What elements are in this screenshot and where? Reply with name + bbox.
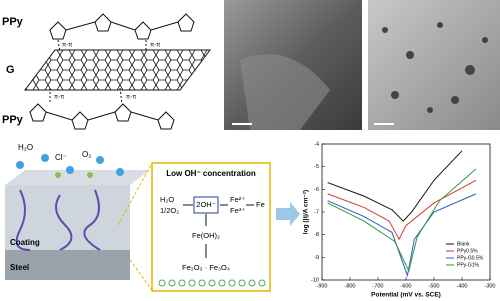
y-tick-label: -4 <box>314 141 319 147</box>
label: 2OH⁻ <box>196 200 215 209</box>
steel <box>5 250 130 280</box>
label: π-π <box>150 43 160 49</box>
x-tick-label: -400 <box>456 283 467 289</box>
structure <box>24 13 211 130</box>
legend-label: Blank <box>457 241 470 247</box>
connector <box>129 259 153 291</box>
label: Fe(OH)₂ <box>192 231 220 240</box>
label: π-π <box>126 95 136 101</box>
reaction-box <box>151 162 271 292</box>
label: PPy <box>2 114 24 126</box>
label: π-π <box>62 43 72 49</box>
y-tick-label: -6 <box>314 187 319 193</box>
coating-top <box>5 170 150 185</box>
y-axis-label: log (|i|/A cm⁻²) <box>303 190 310 234</box>
plot-frame <box>321 143 491 281</box>
legend-label: PPy-G1% <box>457 262 480 268</box>
label: PPy <box>2 16 24 28</box>
label: H₂O <box>160 195 174 204</box>
water-drops <box>16 154 124 176</box>
x-tick-label: -500 <box>428 283 439 289</box>
oxide-layer <box>158 279 266 287</box>
label: Steel <box>10 263 29 272</box>
label: Fe₂O₃ · Fe₃O₄ <box>182 263 230 272</box>
y-tick-label: -10 <box>311 277 319 283</box>
sem-feature <box>240 54 330 130</box>
label: H₂O <box>18 143 33 152</box>
tem-image <box>368 0 500 130</box>
y-tick-label: -9 <box>314 255 319 261</box>
label: π-π <box>54 95 64 101</box>
arrow <box>276 202 300 226</box>
label: Coating <box>10 238 40 247</box>
x-axis-label: Potential (mV vs. SCE) <box>371 292 441 299</box>
label: G <box>6 64 15 76</box>
x-tick-label: -300 <box>484 283 495 289</box>
series-line <box>327 168 477 273</box>
x-tick-label: -600 <box>400 283 411 289</box>
x-tick-label: -700 <box>372 283 383 289</box>
x-tick-label: -800 <box>344 283 355 289</box>
legend-label: PPy0.5% <box>457 248 478 254</box>
series-line <box>327 150 463 222</box>
label: 1/2O₂ <box>160 206 179 215</box>
hydroxide-box <box>193 196 219 214</box>
y-tick-label: -7 <box>314 209 319 215</box>
y-tick-label: -8 <box>314 232 319 238</box>
label: Fe²⁺ <box>230 195 245 204</box>
label: O₂ <box>82 150 91 159</box>
label: Fe³⁺ <box>230 206 245 215</box>
connector <box>117 162 153 226</box>
label: Cl⁻ <box>55 153 67 162</box>
x-tick-label: -900 <box>316 283 327 289</box>
arrows <box>183 204 254 258</box>
tem-particles <box>382 22 488 113</box>
ppy-chains <box>15 189 101 251</box>
series-line <box>327 193 477 278</box>
label: Low OH⁻ concentration <box>166 169 256 178</box>
series-line <box>327 179 477 241</box>
legend-label: PPy-G0.5% <box>457 255 484 261</box>
label: Fe <box>256 200 265 209</box>
ions <box>55 172 93 178</box>
y-tick-label: -5 <box>314 164 319 170</box>
